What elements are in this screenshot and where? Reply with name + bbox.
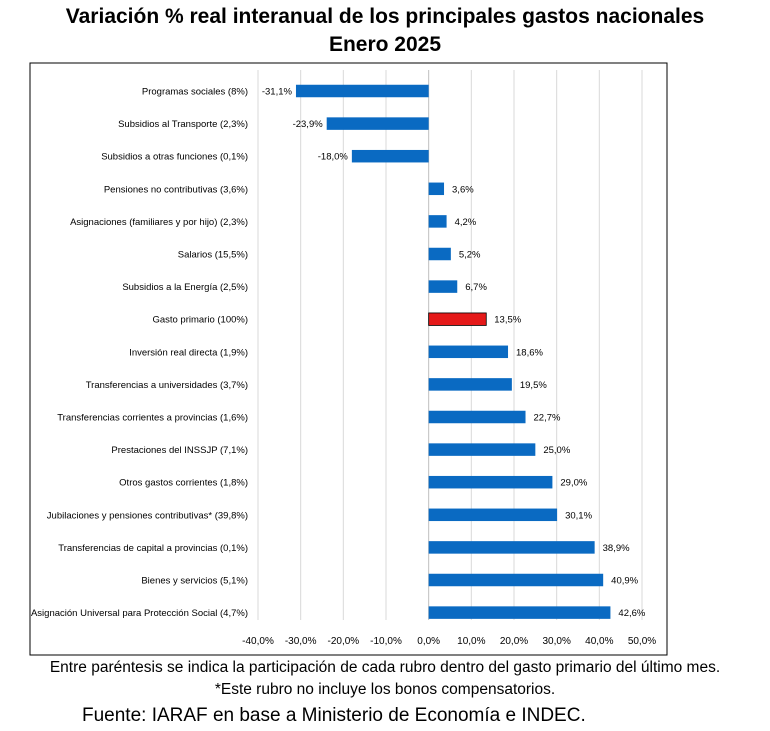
- data-label: 22,7%: [534, 413, 561, 424]
- data-label: -31,1%: [262, 87, 293, 98]
- bar: [428, 280, 458, 293]
- data-label: 29,0%: [560, 478, 587, 489]
- x-tick-label: 50,0%: [628, 636, 656, 647]
- data-label: 42,6%: [618, 608, 645, 619]
- category-label: Asignación Universal para Protección Soc…: [31, 608, 248, 619]
- footnote-participation: Entre paréntesis se indica la participac…: [49, 659, 721, 676]
- x-tick-label: 40,0%: [585, 636, 613, 647]
- data-label: 18,6%: [516, 347, 543, 358]
- category-label: Bienes y servicios (5,1%): [141, 576, 248, 587]
- data-label: -23,9%: [293, 119, 324, 130]
- x-tick-label: 20,0%: [500, 636, 528, 647]
- data-label: 4,2%: [455, 217, 477, 228]
- bar: [428, 606, 611, 619]
- source-note: Fuente: IARAF en base a Ministerio de Ec…: [82, 705, 586, 726]
- category-label: Subsidios al Transporte (2,3%): [118, 119, 248, 130]
- chart-subtitle: Enero 2025: [328, 33, 442, 56]
- x-tick-label: 30,0%: [542, 636, 570, 647]
- footnote-bonus: *Este rubro no incluye los bonos compens…: [214, 681, 556, 698]
- labels: -40,0% -30,0% -20,0% -10,0% 0,0% 10,0% 20,0% 30…: [31, 87, 656, 648]
- data-label: 19,5%: [520, 380, 547, 391]
- bar: [428, 182, 445, 196]
- bar: [295, 84, 429, 98]
- data-label: -18,0%: [318, 152, 349, 163]
- category-label: Subsidios a la Energía (2,5%): [122, 282, 248, 293]
- x-tick-label: 0,0%: [417, 636, 440, 647]
- category-label: Asignaciones (familiares y por hijo) (2,…: [70, 217, 248, 228]
- bar: [326, 117, 429, 130]
- category-label: Transferencias corrientes a provincias (…: [57, 413, 248, 424]
- bar: [428, 573, 604, 587]
- category-label: Otros gastos corrientes (1,8%): [119, 478, 248, 489]
- category-label: Inversión real directa (1,9%): [129, 347, 248, 358]
- category-label: Transferencias a universidades (3,7%): [86, 380, 248, 391]
- bar: [428, 312, 487, 326]
- data-label: 5,2%: [459, 250, 481, 261]
- bar: [428, 443, 536, 456]
- x-tick-label: 10,0%: [457, 636, 485, 647]
- bar-chart: -40,0% -30,0% -20,0% -10,0% 0,0% 10,0% 20,0% 30…: [29, 62, 668, 656]
- category-label: Salarios (15,5%): [178, 250, 248, 261]
- bar: [428, 345, 509, 359]
- bar: [428, 410, 526, 424]
- data-label: 3,6%: [452, 184, 474, 195]
- x-tick-label: -40,0%: [242, 636, 274, 647]
- category-label: Jubilaciones y pensiones contributivas* …: [47, 510, 248, 521]
- category-label: Subsidios a otras funciones (0,1%): [101, 152, 248, 163]
- data-label: 6,7%: [465, 282, 487, 293]
- bar: [351, 149, 429, 163]
- category-label: Transferencias de capital a provincias (…: [58, 543, 248, 554]
- bars: [295, 84, 611, 619]
- category-label: Pensiones no contributivas (3,6%): [104, 184, 248, 195]
- x-tick-label: -30,0%: [285, 636, 317, 647]
- plot-frame: [29, 62, 668, 656]
- bar: [428, 541, 595, 554]
- data-label: 30,1%: [565, 510, 592, 521]
- category-label: Programas sociales (8%): [142, 87, 248, 98]
- data-label: 13,5%: [494, 315, 521, 326]
- x-tick-label: -10,0%: [370, 636, 402, 647]
- bar: [428, 378, 512, 391]
- data-label: 25,0%: [543, 445, 570, 456]
- x-tick-label: -20,0%: [327, 636, 359, 647]
- gridlines: [257, 70, 643, 620]
- bar: [428, 508, 558, 522]
- category-label: Prestaciones del INSSJP (7,1%): [111, 445, 248, 456]
- chart-title: Variación % real interanual de los princ…: [65, 5, 705, 28]
- data-label: 38,9%: [603, 543, 630, 554]
- data-label: 40,9%: [611, 576, 638, 587]
- category-label: Gasto primario (100%): [152, 315, 248, 326]
- bar: [428, 247, 451, 261]
- bar: [428, 215, 447, 228]
- bar: [428, 475, 553, 489]
